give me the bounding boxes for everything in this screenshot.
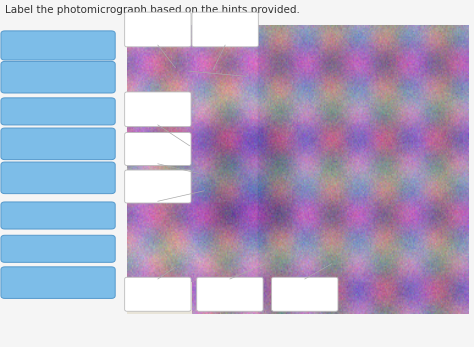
Text: Medullary vein: Medullary vein (21, 211, 95, 220)
Text: Zona
reticularis: Zona reticularis (33, 272, 83, 294)
Bar (127, 282, 192, 314)
FancyBboxPatch shape (1, 162, 115, 194)
Text: Capsule: Capsule (38, 244, 78, 254)
Text: Zona
fasciculata: Zona fasciculata (31, 66, 85, 88)
Text: Suprarenal
gland: Suprarenal gland (31, 133, 85, 155)
FancyBboxPatch shape (1, 61, 115, 93)
FancyBboxPatch shape (1, 267, 115, 298)
FancyBboxPatch shape (192, 12, 258, 47)
FancyBboxPatch shape (1, 31, 115, 60)
FancyBboxPatch shape (125, 12, 191, 47)
Text: Medulla: Medulla (38, 107, 78, 116)
FancyBboxPatch shape (125, 92, 191, 127)
FancyBboxPatch shape (125, 133, 191, 166)
FancyBboxPatch shape (125, 170, 191, 203)
FancyBboxPatch shape (1, 202, 115, 229)
FancyBboxPatch shape (1, 235, 115, 262)
Text: Zona
glomerulosa: Zona glomerulosa (27, 167, 89, 189)
FancyBboxPatch shape (197, 277, 263, 311)
Text: Cortex: Cortex (42, 41, 74, 50)
Text: Label the photomicrograph based on the hints provided.: Label the photomicrograph based on the h… (5, 5, 300, 15)
FancyBboxPatch shape (125, 277, 191, 311)
FancyBboxPatch shape (272, 277, 338, 311)
FancyBboxPatch shape (1, 128, 115, 160)
FancyBboxPatch shape (1, 98, 115, 125)
